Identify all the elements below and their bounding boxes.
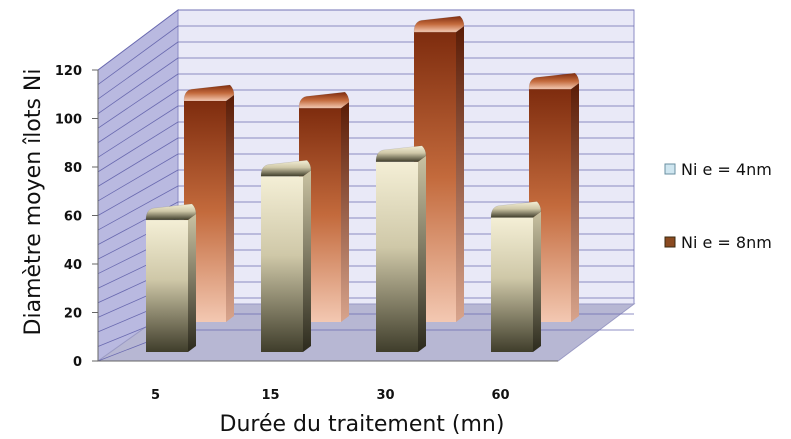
x-tick-labels: 5 15 30 60	[151, 388, 510, 403]
y-tick-label: 40	[64, 258, 82, 273]
bar-series-1-30-cap	[375, 145, 427, 162]
bar-series-2-15-cap	[298, 91, 350, 109]
legend-label-series-1: Ni e = 4nm	[681, 160, 772, 179]
bar-series-1-5	[145, 203, 197, 352]
bar-series-2-30-cap	[413, 15, 465, 33]
gridline	[97, 153, 179, 202]
gridline	[97, 9, 179, 71]
bar-series-2-5-side	[226, 94, 234, 322]
bar-series-1-15	[260, 160, 312, 352]
bar-series-1-60	[490, 201, 542, 352]
y-tick-label: 60	[64, 210, 82, 225]
bar-series-1-15-cap	[260, 160, 312, 177]
y-tick-label: 0	[73, 355, 82, 370]
bar-series-1-15-body	[261, 176, 303, 352]
bar-series-2-5-cap	[183, 84, 235, 102]
bar-series-2-30-side	[456, 26, 464, 323]
bar-series-1-5-cap	[145, 203, 197, 221]
legend-swatch-series-2	[664, 236, 676, 248]
bar-series-1-15-side	[303, 170, 311, 352]
bar-series-1-30	[375, 145, 427, 352]
gridline	[97, 121, 179, 173]
bar-series-1-60-side	[533, 211, 541, 352]
y-tick-label: 80	[64, 161, 82, 176]
x-tick-label: 30	[376, 388, 394, 403]
bar-series-1-30-side	[418, 155, 426, 352]
legend: Ni e = 4nm Ni e = 8nm	[664, 160, 772, 252]
x-axis-title: Durée du traitement (mn)	[220, 412, 505, 437]
bar-series-1-5-body	[146, 219, 188, 352]
legend-label-series-2: Ni e = 8nm	[681, 233, 772, 252]
bars	[145, 15, 580, 352]
bar-series-1-60-cap	[490, 201, 542, 218]
bar-series-2-60-side	[571, 83, 579, 322]
gridline	[97, 185, 179, 231]
y-tick-label: 100	[55, 113, 82, 128]
bar-series-2-60-cap	[528, 72, 580, 90]
gridline	[97, 57, 179, 114]
x-tick-label: 5	[151, 388, 160, 403]
y-tick-label: 20	[64, 307, 82, 322]
gridline	[97, 89, 179, 144]
bar-series-2-15-side	[341, 102, 349, 323]
gridline	[97, 105, 179, 158]
bar-series-1-60-body	[491, 217, 533, 352]
gridline	[97, 41, 179, 100]
y-axis-title: Diamètre moyen îlots Ni	[21, 69, 46, 336]
gridline	[97, 169, 179, 216]
y-tick-label: 120	[55, 64, 82, 79]
x-tick-label: 60	[491, 388, 509, 403]
x-tick-label: 15	[261, 388, 279, 403]
gridline	[97, 25, 179, 85]
gridline	[97, 73, 179, 129]
legend-swatch-series-1	[664, 163, 676, 175]
gridline	[97, 137, 179, 187]
bar-series-1-5-side	[188, 213, 196, 352]
y-tick-labels: 0 20 40 60 80 100 120	[55, 64, 98, 370]
bar-series-1-30-body	[376, 161, 418, 352]
